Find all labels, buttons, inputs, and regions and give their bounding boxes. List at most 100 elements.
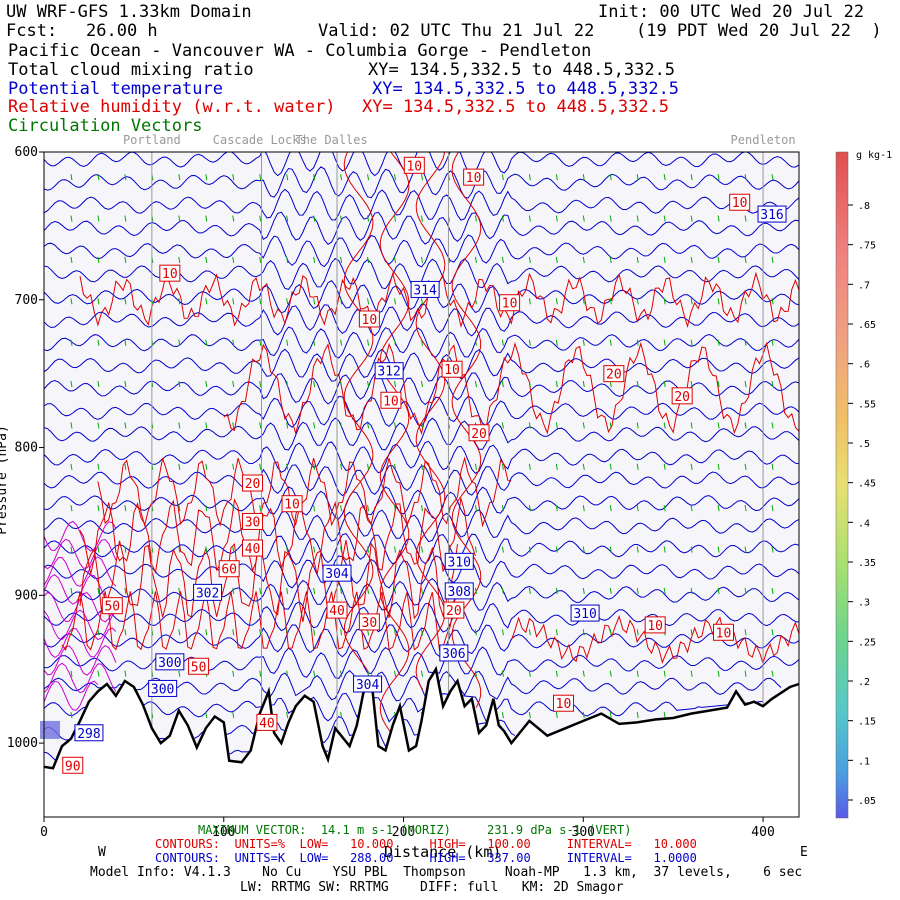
rh-contour-line [79,498,476,575]
vector-arrow [555,174,558,181]
vector-arrow [555,546,558,553]
rh-contour-line [223,341,799,436]
theta-contour-line [44,591,117,623]
vector-arrow [70,587,73,595]
terrain-line [43,665,800,770]
forecast-label: Fcst: [6,21,58,41]
vector-arrow [771,422,774,429]
colorbar-tick-label: .7 [858,280,870,291]
vector-arrow [636,711,639,719]
vector-arrow [663,339,666,346]
rh-label: 20 [245,477,261,492]
theta-contour-line [44,749,329,761]
vector-arrow [528,215,531,222]
rh-contour-line [79,540,458,622]
vector-arrow [70,380,73,388]
rh-label: 20 [606,368,622,383]
colorbar-tick-label: .75 [858,241,876,252]
vector-arrow [97,380,100,388]
rh-label-box [101,597,123,615]
vector-arrow [528,298,531,305]
vector-arrow [636,670,639,677]
rh-label-box [468,424,490,442]
rh-label: 20 [446,604,462,619]
vector-arrow [421,380,423,388]
theta-label-box [570,604,600,622]
footer-physics: LW: RRTMG SW: RRTMG DIFF: full KM: 2D Sm… [240,880,624,895]
vector-arrow [636,298,639,305]
vector-arrow [70,215,73,222]
vector-arrow [178,256,181,264]
vector-arrow [286,711,289,719]
vector-arrow [609,298,612,305]
vector-arrow [771,670,774,677]
vector-arrow [97,339,100,346]
field-vectors-name: Circulation Vectors [8,116,203,136]
vector-arrow [744,629,747,636]
vector-arrow [474,339,477,346]
colorbar-tick-label: .3 [858,598,870,609]
vector-arrow [609,711,612,719]
vector-arrow [124,629,127,636]
vector-arrow [178,546,181,553]
vector-arrow [474,670,477,677]
vector-arrow [313,298,316,305]
vector-arrow [97,505,100,512]
rh-label-box [62,756,84,774]
vector-arrow [663,298,666,305]
rh-label: 50 [104,600,120,615]
theta-label: 304 [356,678,380,693]
vector-arrow [286,587,289,595]
vector-arrow [744,174,747,181]
vector-arrow [286,670,289,677]
colorbar-tick-label: .55 [858,399,876,410]
circulation-vectors [70,174,774,719]
vector-arrow [528,505,531,512]
vector-arrow [582,215,585,222]
vector-arrow [97,629,100,636]
footer-model-info: Model Info: V4.1.3 No Cu YSU PBL Thompso… [90,865,803,880]
vector-arrow [771,298,774,305]
vector-arrow [771,546,774,553]
vector-arrow [421,215,423,222]
vector-arrow [744,546,747,553]
theta-label: 310 [448,555,471,570]
vector-arrow [313,629,316,636]
vector-arrow [663,546,666,553]
rh-contour-line [61,591,458,652]
field-cloud-name: Total cloud mixing ratio [8,60,254,80]
vector-arrow [771,256,774,264]
rh-label: 20 [471,427,487,442]
vector-arrow [609,215,612,222]
vector-arrow [313,422,316,429]
plot-frame [43,151,800,818]
vector-arrow [555,422,558,429]
vector-arrow [421,256,423,264]
vector-arrow [178,215,181,222]
theta-contour-line [44,234,799,268]
theta-label: 304 [325,567,349,582]
rh-label: 10 [556,697,572,712]
vector-arrow [97,587,100,595]
terrain-fill [44,669,799,817]
vector-arrow [528,711,531,719]
vector-arrow [582,339,585,346]
vector-arrow [367,256,370,264]
vector-arrow [124,215,127,222]
vector-arrow [340,215,343,222]
vector-arrow [717,463,720,470]
location-label: Portland [123,133,181,147]
vector-arrow [609,256,612,264]
rh-label-box [242,474,264,492]
vector-arrow [232,546,235,553]
vector-arrow [97,256,100,264]
colorbar-tick-label: .8 [858,201,870,212]
vector-arrow [178,670,181,677]
vector-arrow [421,463,423,470]
vector-arrow [501,422,504,429]
vector-arrow [528,339,531,346]
rh-label-box [441,360,463,378]
vector-arrow [555,505,558,512]
vector-arrow [394,670,397,677]
vector-arrow [259,422,262,429]
